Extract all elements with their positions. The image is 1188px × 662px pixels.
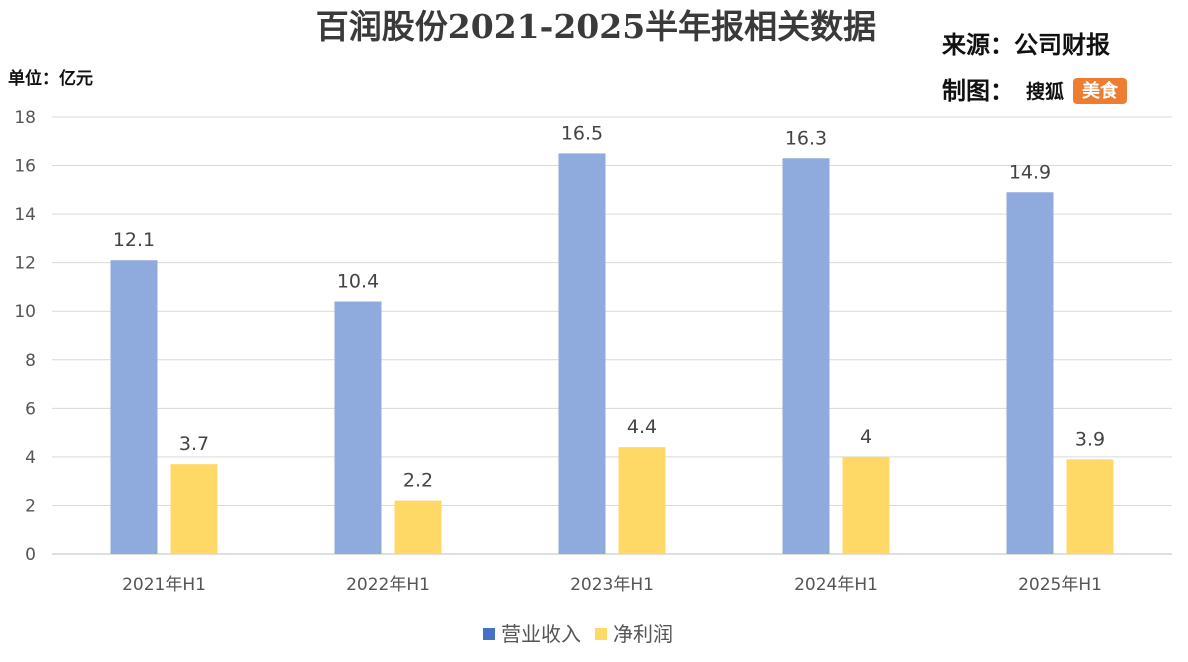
revenue-value-label: 16.3 xyxy=(785,127,827,149)
net-profit-value-label: 3.9 xyxy=(1075,428,1105,450)
net-profit-bar xyxy=(842,456,890,554)
x-category-label: 2025年H1 xyxy=(1018,575,1102,595)
net-profit-value-label: 4 xyxy=(860,426,872,448)
y-tick-label: 4 xyxy=(25,448,36,468)
net-profit-value-label: 2.2 xyxy=(403,470,433,492)
y-tick-label: 12 xyxy=(14,254,36,274)
legend-label: 营业收入 xyxy=(501,622,581,646)
legend-swatch xyxy=(483,628,495,640)
legend: 营业收入 净利润 xyxy=(483,622,673,646)
unit-label: 单位：亿元 xyxy=(8,68,93,89)
brand-badge xyxy=(1073,78,1127,104)
x-axis-categories: 2021年H1 2022年H1 2023年H1 2024年H1 2025年H1 xyxy=(122,575,1102,595)
y-tick-label: 6 xyxy=(25,399,36,419)
legend-item-net-profit: 净利润 xyxy=(595,622,673,646)
revenue-value-label: 10.4 xyxy=(337,271,379,293)
y-tick-label: 14 xyxy=(14,205,36,225)
x-category-label: 2022年H1 xyxy=(346,575,430,595)
y-tick-label: 8 xyxy=(25,351,36,371)
x-category-label: 2023年H1 xyxy=(570,575,654,595)
y-tick-label: 2 xyxy=(25,496,36,516)
chart-title: 百润股份2021-2025半年报相关数据 xyxy=(316,7,876,46)
y-tick-label: 0 xyxy=(25,545,36,565)
source-note: 来源：公司财报 xyxy=(942,31,1110,59)
net-profit-bar xyxy=(170,464,218,554)
brand-badge-label: 美食 xyxy=(1082,80,1119,102)
credit-line: 制图： 搜狐 美食 xyxy=(942,77,1127,105)
bars xyxy=(110,153,1114,554)
revenue-value-label: 14.9 xyxy=(1009,161,1051,183)
net-profit-bar xyxy=(394,500,442,554)
legend-label: 净利润 xyxy=(613,622,673,646)
y-tick-label: 16 xyxy=(14,157,36,177)
revenue-bar xyxy=(334,301,382,554)
y-tick-label: 18 xyxy=(14,108,36,128)
revenue-bar xyxy=(1006,192,1054,554)
revenue-bar xyxy=(558,153,606,554)
y-tick-label: 10 xyxy=(14,302,36,322)
legend-swatch xyxy=(595,628,607,640)
revenue-value-label: 12.1 xyxy=(113,229,155,251)
credit-label: 制图： xyxy=(942,77,1014,105)
brand-name: 搜狐 xyxy=(1026,80,1064,103)
net-profit-bar xyxy=(618,447,666,554)
x-category-label: 2024年H1 xyxy=(794,575,878,595)
y-axis-ticks: 0 2 4 6 8 10 12 14 16 18 xyxy=(14,108,36,565)
revenue-bar xyxy=(782,158,830,554)
x-category-label: 2021年H1 xyxy=(122,575,206,595)
revenue-value-label: 16.5 xyxy=(561,122,603,144)
legend-item-revenue: 营业收入 xyxy=(483,622,581,646)
revenue-bar xyxy=(110,260,158,554)
gridlines xyxy=(52,116,1172,555)
net-profit-value-label: 4.4 xyxy=(627,416,657,438)
net-profit-bar xyxy=(1066,459,1114,554)
data-labels: 12.1 3.7 10.4 2.2 16.5 4.4 16.3 4 14.9 3.9 xyxy=(113,122,1105,491)
net-profit-value-label: 3.7 xyxy=(179,433,209,455)
